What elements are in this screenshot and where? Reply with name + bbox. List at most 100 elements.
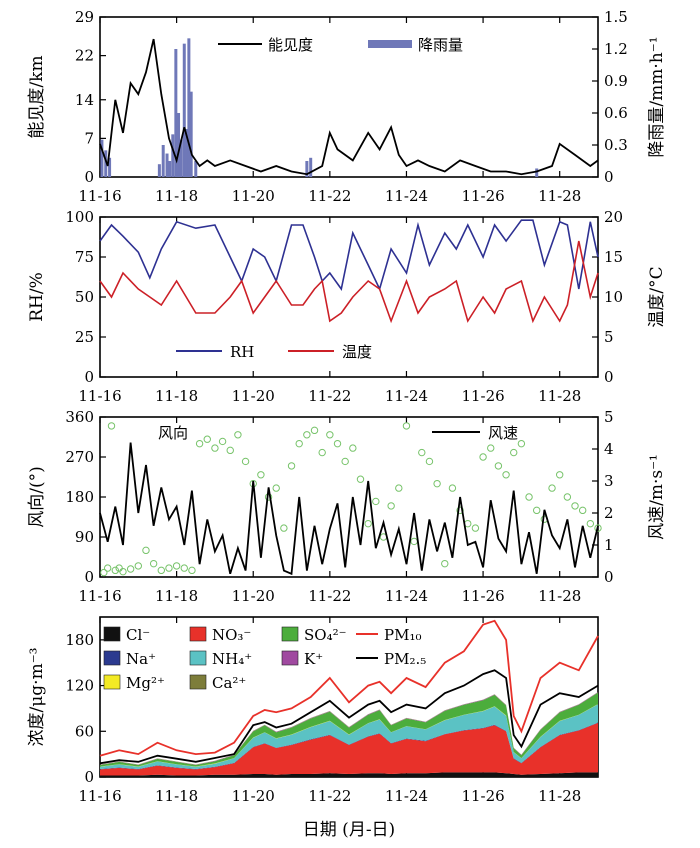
legend-swatch-area [103, 626, 121, 642]
x-tick-label: 11-18 [155, 387, 198, 405]
wind-direction-point [395, 484, 403, 492]
wind-direction-point [295, 439, 303, 448]
area-0 [100, 772, 598, 777]
x-tick-label: 11-20 [232, 187, 275, 205]
y2-tick-label: 5 [604, 328, 614, 346]
x-tick-label: 11-18 [155, 787, 198, 805]
legend-swatch-area [189, 626, 207, 642]
wind-speed-line [99, 442, 599, 576]
wind-direction-point [165, 564, 173, 572]
legend-label-rh: RH [230, 343, 254, 361]
x-tick-label: 11-20 [232, 787, 275, 805]
legend-label-rain: 降雨量 [418, 36, 463, 54]
wind-direction-point [479, 453, 487, 461]
y-tick-label: 180 [65, 488, 94, 506]
y-tick-label: 14 [75, 91, 94, 109]
legend-label-wind-direction: 风向 [158, 424, 188, 442]
visibility-line [99, 38, 599, 176]
legend-label-area: NO₃⁻ [212, 626, 251, 644]
y2-axis-title: 温度/°C [647, 266, 667, 327]
wind-direction-point [341, 457, 349, 466]
x-tick-label: 11-24 [385, 787, 428, 805]
wind-direction-point [310, 426, 319, 435]
wind-direction-point [349, 444, 357, 452]
rain-bar [182, 43, 186, 177]
wind-direction-point [280, 524, 288, 532]
legend-label-wind-speed: 风速 [488, 424, 518, 442]
wind-direction-point [180, 564, 188, 572]
plot-frame-0 [99, 16, 599, 178]
legend-label-area: Mg²⁺ [126, 674, 165, 692]
rain-bar [309, 157, 313, 177]
rain-bar [100, 139, 104, 177]
y2-axis-title: 降雨量/mm·h⁻¹ [647, 36, 667, 157]
wind-direction-point [287, 462, 296, 470]
pm-line-0 [99, 619, 599, 757]
wind-direction-point [502, 471, 510, 479]
wind-direction-point [433, 479, 441, 488]
y2-tick-label: 0.9 [604, 72, 628, 90]
wind-direction-point [107, 422, 116, 430]
wind-direction-point [441, 559, 449, 568]
legend-swatch-area [103, 674, 121, 690]
x-tick-label: 11-18 [155, 187, 198, 205]
wind-direction-point [303, 431, 311, 439]
rain-bar [157, 164, 161, 177]
y2-tick-label: 0 [604, 168, 614, 186]
wind-direction-point [471, 524, 480, 532]
y-tick-label: 7 [84, 129, 94, 147]
y2-tick-label: 0.3 [604, 136, 628, 154]
y-tick-label: 0 [84, 168, 94, 186]
y2-tick-label: 0.6 [604, 104, 628, 122]
wind-direction-point [364, 519, 372, 528]
wind-direction-point [372, 497, 380, 506]
x-tick-label: 11-20 [232, 387, 275, 405]
y-tick-label: 180 [65, 631, 94, 649]
wind-direction-point [272, 484, 280, 492]
y2-tick-label: 1.5 [604, 8, 628, 26]
rain-bar [161, 145, 165, 177]
x-tick-label: 11-22 [308, 387, 351, 405]
wind-direction-point [149, 559, 158, 568]
x-tick-label: 11-22 [308, 187, 351, 205]
wind-direction-point [555, 471, 564, 479]
wind-direction-point [100, 568, 108, 577]
x-tick-label: 11-20 [232, 587, 275, 605]
wind-direction-point [195, 439, 204, 448]
legend-swatch-area [281, 650, 299, 666]
legend-label-area: Ca²⁺ [212, 674, 246, 692]
wind-direction-point [586, 519, 595, 528]
wind-direction-point [111, 566, 120, 575]
x-tick-label: 11-16 [78, 387, 121, 405]
area-5 [100, 692, 598, 767]
wind-direction-point [356, 475, 365, 483]
x-tick-label: 11-24 [385, 387, 428, 405]
y-axis-title: 风向/(°) [27, 466, 47, 528]
legend-swatch-area [103, 650, 121, 666]
y-tick-label: 0 [84, 568, 94, 586]
x-tick-label: 11-26 [461, 387, 504, 405]
x-tick-label: 11-16 [78, 187, 121, 205]
area-1 [100, 722, 598, 776]
wind-direction-point [333, 439, 342, 448]
wind-direction-point [226, 446, 234, 455]
y-tick-label: 360 [65, 408, 94, 426]
rain-bar [171, 134, 175, 177]
wind-direction-point [203, 435, 211, 443]
wind-direction-point [188, 566, 196, 575]
y2-tick-label: 20 [604, 208, 623, 226]
wind-direction-point [571, 502, 579, 510]
y2-tick-label: 10 [604, 288, 623, 306]
y-tick-label: 120 [65, 677, 94, 695]
x-tick-label: 11-18 [155, 587, 198, 605]
rain-bar [174, 49, 178, 177]
x-tick-label: 11-26 [461, 787, 504, 805]
rain-bar [108, 157, 112, 177]
x-tick-label: 11-24 [385, 587, 428, 605]
legend-label-area: NH₄⁺ [212, 650, 252, 668]
y-tick-label: 100 [65, 208, 94, 226]
x-axis-title: 日期 (月-日) [303, 820, 395, 840]
wind-direction-point [510, 448, 518, 457]
y2-tick-label: 4 [604, 440, 614, 458]
